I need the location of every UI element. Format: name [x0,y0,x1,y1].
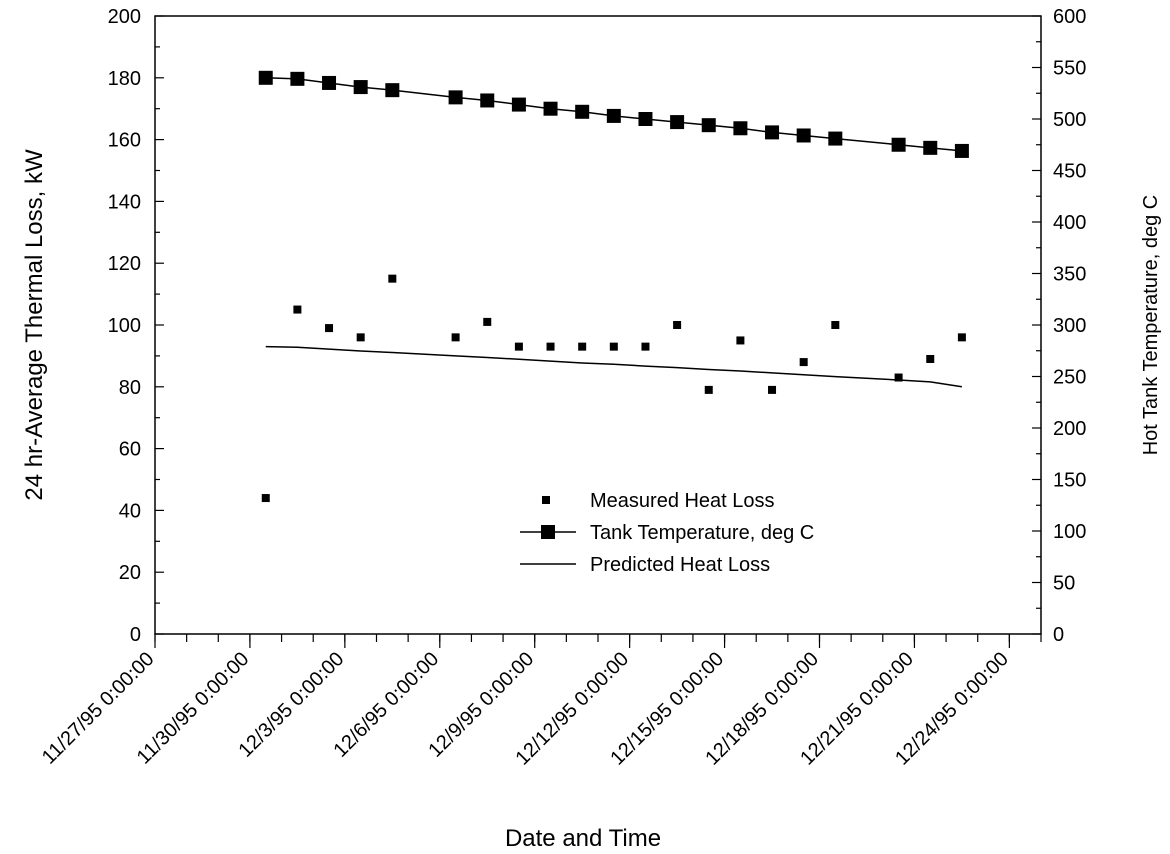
measured-point [894,373,903,382]
measured-point [926,354,935,363]
y-tick-label: 180 [108,68,141,90]
y2-tick-label: 250 [1053,367,1086,389]
x-axis-title: Date and Time [505,825,661,852]
y2-tick-label: 550 [1053,58,1086,80]
y-tick-label: 200 [108,6,141,28]
y-tick-label: 80 [119,377,141,399]
measured-point [451,333,460,342]
tank-temp-marker [353,80,368,95]
tank-temp-marker [290,71,305,86]
measured-point [957,333,966,342]
measured-point [831,321,840,329]
tank-temp-marker [765,125,780,140]
measured-point [799,358,808,367]
tank-temp-marker [575,104,590,119]
y-tick-label: 100 [108,315,141,337]
measured-point [673,321,682,329]
tank-temp-marker [638,112,653,126]
tank-temp-marker [543,101,558,116]
legend-label: Tank Temperature, deg C [590,522,814,544]
y2-tick-label: 600 [1053,6,1086,28]
y2-tick-label: 450 [1053,161,1086,183]
y-tick-label: 40 [119,500,141,522]
tank-temp-marker [258,70,273,85]
y-tick-label: 0 [130,624,141,646]
tank-temp-marker [923,140,938,155]
tank-temp-marker [828,131,843,146]
measured-point [546,342,555,351]
y-tick-label: 60 [119,439,141,461]
measured-point [261,494,270,503]
y2-tick-label: 300 [1053,315,1086,337]
y2-tick-label: 100 [1053,521,1086,543]
measured-point [293,305,302,314]
measured-point [609,342,618,351]
legend-label: Predicted Heat Loss [590,554,770,576]
y2-tick-label: 50 [1053,573,1075,595]
tank-temp-marker [891,137,906,152]
tank-temp-marker [733,121,748,136]
y-tick-label: 120 [108,253,141,275]
measured-point [578,342,587,351]
tank-temp-marker [701,118,716,133]
y-tick-label: 140 [108,191,141,213]
tank-temp-marker [448,90,463,105]
y2-axis-title: Hot Tank Temperature, deg C [1140,195,1162,456]
measured-point [514,342,523,351]
y2-tick-label: 200 [1053,418,1086,440]
y-tick-label: 160 [108,130,141,152]
legend-label: Measured Heat Loss [590,490,775,512]
y2-tick-label: 500 [1053,109,1086,131]
measured-point [325,324,334,333]
tank-temp-marker [511,97,526,112]
legend-marker [542,496,550,504]
tank-temp-marker [670,115,685,130]
measured-point [356,333,365,342]
tank-temp-marker [796,128,811,143]
measured-point [483,317,492,326]
measured-point [736,336,745,345]
ticks [154,15,1042,648]
legend: Measured Heat Loss Tank Temperature, deg … [520,490,814,576]
y2-tick-label: 0 [1053,624,1064,646]
legend-marker [541,525,555,539]
measured-point [704,385,713,394]
tank-temp-marker [322,75,337,90]
y-tick-label: 20 [119,562,141,584]
tank-temp-marker [606,108,621,123]
series-layer [258,70,969,503]
series-line [265,345,963,388]
y2-tick-label: 150 [1053,470,1086,492]
measured-point [768,385,777,394]
measured-point [388,274,397,283]
y2-tick-label: 350 [1053,264,1086,286]
tank-temp-marker [954,143,969,158]
tick-labels: 0 20 40 60 80 100 120 140 160 180 200 0 50 100 150 200 2… [38,6,1087,770]
y2-tick-label: 400 [1053,212,1086,234]
tank-temp-marker [480,93,495,108]
y-axis-title: 24 hr-Average Thermal Loss, kW [21,149,48,501]
tank-temp-marker [385,83,400,98]
measured-point [641,342,650,351]
